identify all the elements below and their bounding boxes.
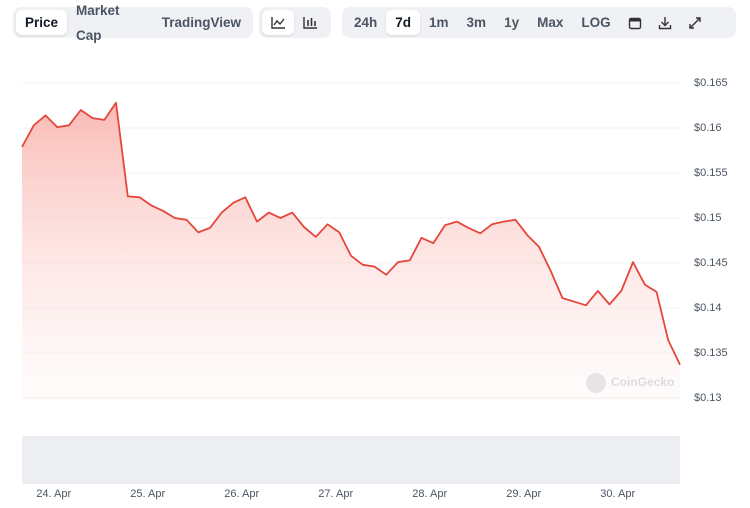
y-tick-label: $0.145 [694,257,728,269]
x-tick-label: 27. Apr [318,488,353,500]
calendar-icon [628,17,641,29]
chart-kind-tabs [259,7,331,38]
y-tick-label: $0.15 [694,212,722,224]
tab-button[interactable]: Max [537,15,564,30]
y-tick-label: $0.14 [694,302,722,314]
watermark-text: CoinGecko [611,375,674,389]
volume-band [22,436,680,484]
bars-icon [303,16,317,29]
watermark: CoinGecko [586,373,674,393]
tab-button[interactable]: LOG [581,15,611,30]
download-button[interactable] [650,10,680,35]
candle-chart-button[interactable] [294,10,326,35]
x-tick-label: 30. Apr [600,488,635,500]
x-tick-label: 28. Apr [412,488,447,500]
line-chart-button[interactable] [262,10,294,35]
x-tick-label: 24. Apr [36,488,71,500]
x-tick-label: 25. Apr [130,488,165,500]
y-tick-label: $0.155 [694,167,728,179]
tab-button[interactable]: 1y [504,15,520,30]
y-tick-label: $0.16 [694,122,722,134]
x-tick-label: 29. Apr [506,488,541,500]
area-fill [22,102,680,401]
y-tick-label: $0.165 [694,77,728,89]
tab-button[interactable]: 7d [386,10,421,35]
y-tick-label: $0.135 [694,347,728,359]
y-tick-label: $0.13 [694,392,722,404]
tab-button[interactable]: 1m [429,15,449,30]
view-tabs: Price Market Cap TradingView [13,3,253,43]
range-tabs: 24h 7d 1m 3m 1y Max LOG [342,7,736,38]
tab-button[interactable]: 3m [466,15,487,30]
price-line [21,101,681,366]
calendar-button[interactable] [620,10,650,35]
line-icon [271,16,285,29]
tab-button[interactable]: 24h [354,15,378,30]
expand-icon [688,16,701,29]
tab-button[interactable]: Price [16,10,68,35]
x-tick-label: 26. Apr [224,488,259,500]
fullscreen-button[interactable] [680,10,710,35]
download-icon [658,16,671,29]
tab-button[interactable]: TradingView [161,15,241,30]
